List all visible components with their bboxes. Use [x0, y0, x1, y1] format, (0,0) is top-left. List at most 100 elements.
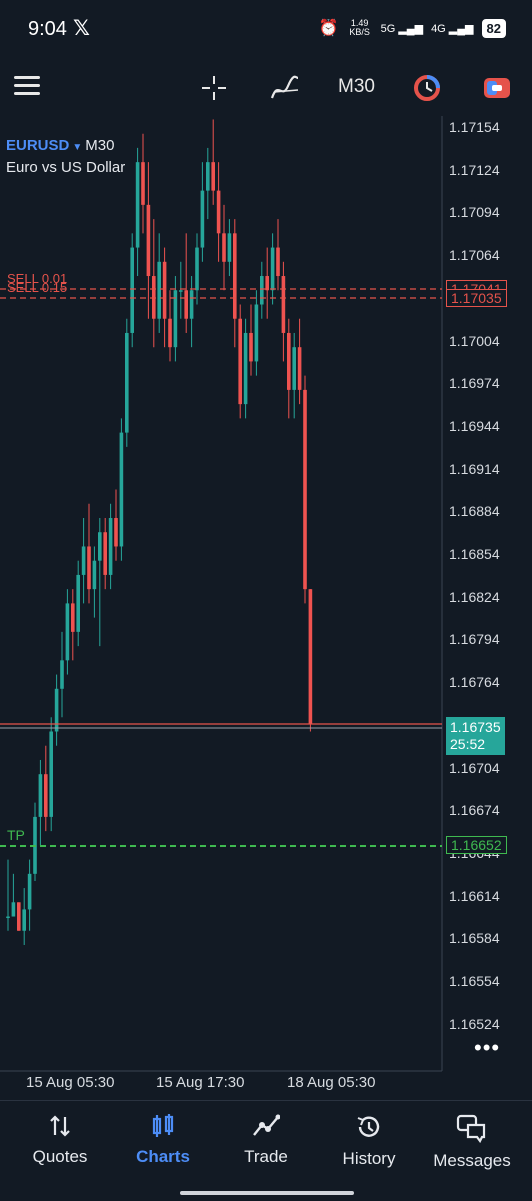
candle-body: [27, 873, 32, 910]
candle-body: [60, 660, 64, 689]
nav-label: Trade: [244, 1147, 288, 1166]
candle-body: [49, 731, 53, 817]
candle-body: [108, 517, 113, 575]
crosshair-icon[interactable]: [200, 74, 228, 102]
clock: 9:04: [28, 18, 67, 40]
status-bar: 9:04 𝕏 ⏰ 1.49 KB/S 5G ▂▄▆ 4G ▂▄▆ 82: [0, 0, 532, 60]
candle-body: [276, 247, 280, 277]
candle-body: [227, 233, 232, 262]
candle-body: [260, 276, 264, 305]
symbol-description: Euro vs US Dollar: [6, 159, 126, 176]
current-price: 1.16735: [450, 719, 501, 735]
candle-body: [98, 532, 102, 561]
alarm-icon: ⏰: [318, 20, 339, 37]
candle-body: [44, 774, 48, 817]
candle-body: [114, 517, 118, 547]
candle-body: [308, 589, 313, 725]
candle-body: [22, 909, 26, 931]
candle-body: [141, 162, 145, 205]
bottom-navigation: Quotes Charts Trade History Messages: [0, 1100, 532, 1201]
price-tick-label: 1.16944: [449, 417, 500, 434]
bar-countdown: 25:52: [450, 736, 486, 752]
candles-group: [6, 119, 313, 945]
candle-body: [254, 304, 259, 362]
candle-body: [92, 560, 97, 590]
chart-symbol-header[interactable]: EURUSD ▼ M30 Euro vs US Dollar: [6, 137, 125, 176]
candle-body: [281, 276, 286, 333]
candle-body: [76, 574, 80, 632]
price-tick-label: 1.17064: [449, 247, 500, 264]
candle-body: [216, 190, 221, 234]
candle-body: [243, 332, 248, 405]
price-tick-label: 1.16794: [449, 631, 500, 648]
candle-body: [238, 318, 242, 405]
candle-body: [54, 688, 59, 732]
tp-price-tag: 1.16652: [446, 836, 507, 854]
candle-body: [6, 916, 10, 919]
one-click-trading-icon[interactable]: [412, 73, 442, 103]
status-icons: ⏰ 1.49 KB/S 5G ▂▄▆ 4G ▂▄▆ 82: [319, 18, 506, 38]
indicators-icon[interactable]: [270, 74, 300, 102]
candle-body: [195, 247, 199, 291]
menu-icon[interactable]: [14, 76, 40, 98]
caret-down-icon: ▼: [72, 142, 83, 153]
time-label: 15 Aug 05:30: [26, 1074, 115, 1091]
net-speed: 1.49 KB/S: [349, 18, 370, 37]
chart-toolbar: M30: [0, 60, 532, 116]
candle-body: [303, 389, 307, 590]
price-tick-label: 1.17124: [449, 161, 500, 178]
price-tick-label: 1.16524: [449, 1015, 500, 1032]
nav-history[interactable]: History: [319, 1113, 419, 1169]
nav-label: Messages: [433, 1151, 511, 1170]
candle-body: [189, 290, 194, 319]
home-indicator: [180, 1191, 354, 1195]
price-tick-label: 1.16704: [449, 759, 500, 776]
candle-body: [11, 902, 16, 917]
candle-body: [200, 190, 205, 248]
candle-body: [249, 332, 253, 362]
battery-icon: 82: [481, 18, 506, 38]
price-tick-label: 1.16854: [449, 546, 500, 562]
price-tick-label: 1.17004: [449, 332, 500, 349]
price-tick-label: 1.16974: [449, 375, 500, 392]
candle-body: [222, 233, 226, 262]
messages-icon: [456, 1114, 486, 1143]
charts-icon: [152, 1114, 174, 1137]
candle-body: [71, 603, 75, 632]
candle-body: [168, 318, 172, 348]
candle-body: [270, 247, 275, 291]
nav-charts[interactable]: Charts: [113, 1113, 213, 1167]
history-icon: [357, 1116, 380, 1137]
price-tick-label: 1.16584: [449, 930, 500, 947]
current-price-tag: 1.16735 25:52: [446, 717, 505, 755]
tp-line-label: TP: [7, 827, 25, 843]
signal-icon-1: 5G ▂▄▆: [380, 22, 424, 35]
sell-line-1-label: SELL 0.01: [7, 271, 68, 286]
candle-body: [38, 774, 43, 817]
signal-icon-2: 4G ▂▄▆: [431, 22, 474, 35]
candle-body: [65, 603, 70, 661]
nav-quotes[interactable]: Quotes: [10, 1113, 110, 1167]
candle-body: [179, 290, 183, 292]
time-label: 18 Aug 05:30: [287, 1074, 376, 1091]
more-options-icon[interactable]: •••: [474, 1035, 501, 1060]
price-tick-label: 1.16614: [449, 887, 500, 904]
timeframe-button[interactable]: M30: [338, 76, 375, 97]
price-tick-label: 1.16674: [449, 802, 500, 819]
nav-messages[interactable]: Messages: [422, 1113, 522, 1171]
symbol-name: EURUSD: [6, 137, 70, 154]
price-tick-label: 1.16914: [449, 460, 500, 477]
price-tick-label: 1.17154: [449, 119, 500, 135]
nav-trade[interactable]: Trade: [216, 1113, 316, 1167]
nav-label: History: [342, 1149, 396, 1168]
sell-line-2-label: SELL 0.15: [7, 280, 68, 295]
price-chart[interactable]: [0, 116, 532, 1076]
candle-body: [233, 233, 237, 319]
candle-body: [130, 247, 134, 333]
price-tick-label: 1.16884: [449, 503, 500, 520]
quotes-icon: [50, 1115, 70, 1137]
candle-body: [17, 902, 21, 931]
price-tick-label: 1.17094: [449, 204, 500, 221]
chart-type-icon[interactable]: [482, 74, 512, 102]
trade-icon: [253, 1114, 280, 1136]
